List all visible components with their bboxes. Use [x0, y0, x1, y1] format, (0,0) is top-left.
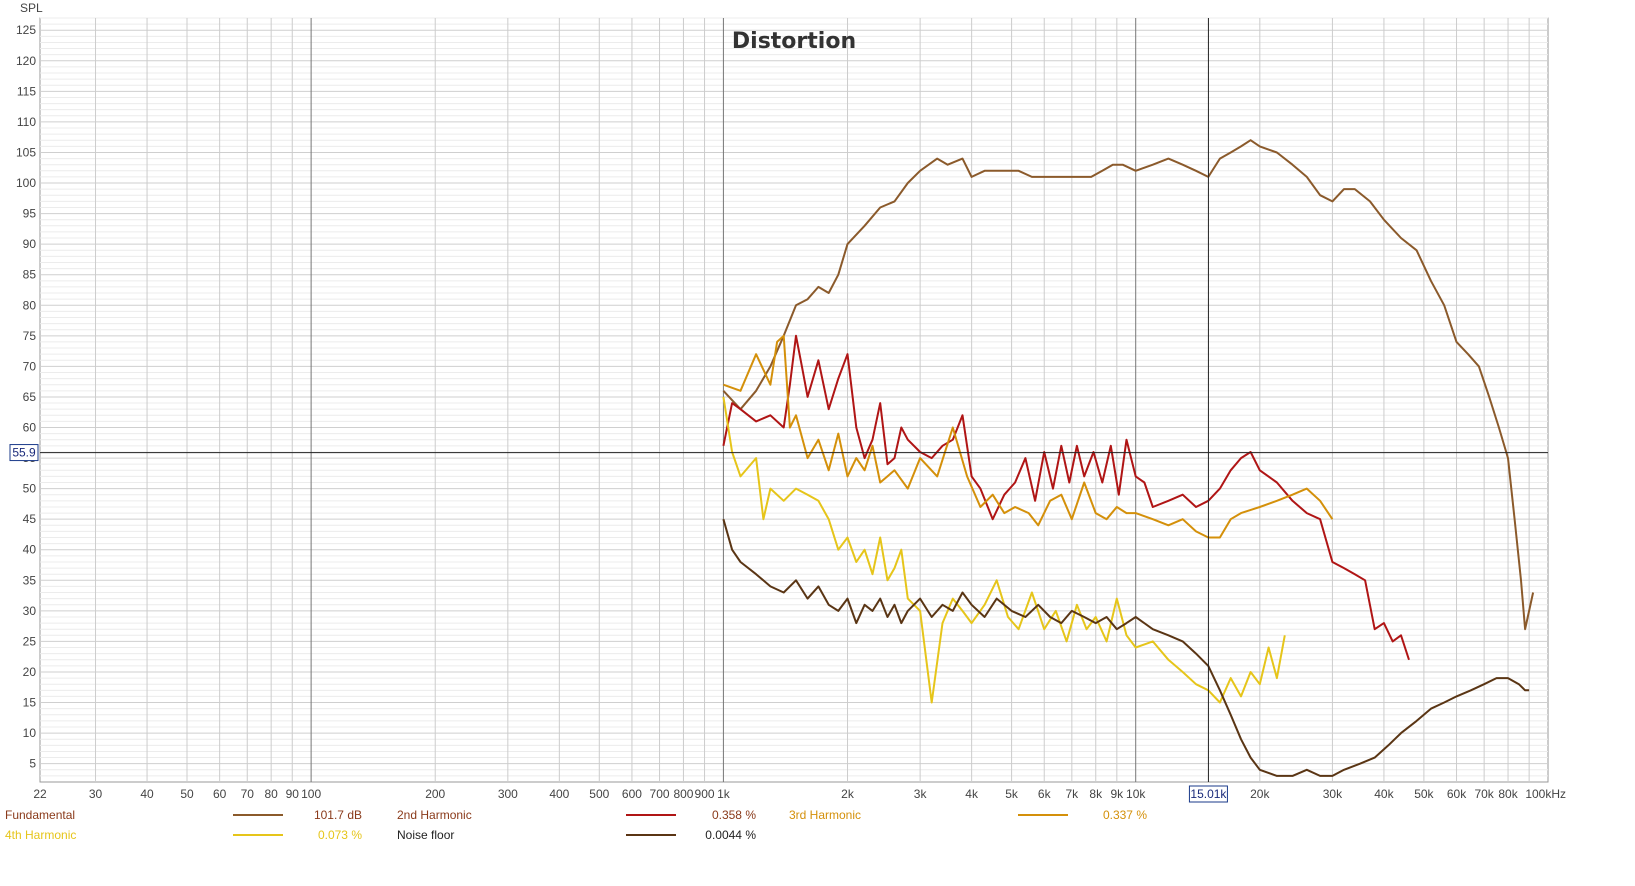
y-tick-label: 100	[16, 176, 36, 190]
y-tick-label: 60	[23, 421, 37, 435]
y-tick-label: 30	[23, 604, 37, 618]
x-tick-label: 100kHz	[1525, 787, 1566, 801]
y-tick-label: 105	[16, 145, 36, 159]
x-tick-label: 900	[695, 787, 715, 801]
series-2nd-harmonic	[722, 334, 1410, 661]
cursor-y-box	[9, 444, 39, 462]
x-tick-label: 9k	[1110, 787, 1124, 801]
legend-label: 2nd Harmonic	[397, 808, 472, 822]
x-tick-label: 300	[498, 787, 518, 801]
x-tick-label: 50k	[1414, 787, 1434, 801]
x-tick-label: 40	[140, 787, 154, 801]
x-tick-label: 100	[301, 787, 321, 801]
y-tick-label: 50	[23, 482, 37, 496]
chart-title: Distortion	[732, 29, 856, 54]
x-tick-label: 2k	[841, 787, 855, 801]
x-tick-label: 3k	[914, 787, 928, 801]
cursor[interactable]: 55.9 15.01k	[9, 18, 1548, 803]
x-tick-label: 6k	[1038, 787, 1052, 801]
x-tick-label: 70	[241, 787, 255, 801]
x-tick-label: 30	[89, 787, 103, 801]
y-tick-label: 125	[16, 23, 36, 37]
y-tick-label: 25	[23, 634, 37, 648]
y-tick-label: 5	[29, 757, 36, 771]
x-tick-label: 700	[650, 787, 670, 801]
y-tick-label: 20	[23, 665, 37, 679]
y-tick-label: 40	[23, 543, 37, 557]
x-tick-label: 200	[425, 787, 445, 801]
y-tick-label: 65	[23, 390, 37, 404]
y-axis-label: SPL	[20, 1, 43, 15]
x-tick-labels: 22 30 40 50 60 70 80 90 100 200 300 400 500 600 700 800…	[33, 787, 1566, 801]
x-tick-label: 600	[622, 787, 642, 801]
x-tick-label: 22	[33, 787, 47, 801]
legend-value: 0.0044 %	[705, 828, 756, 842]
cursor-x-box	[1188, 785, 1228, 803]
x-tick-label: 7k	[1065, 787, 1079, 801]
x-tick-label: 90	[286, 787, 300, 801]
x-tick-label: 50	[180, 787, 194, 801]
y-tick-label: 15	[23, 696, 37, 710]
x-tick-label: 4k	[965, 787, 979, 801]
y-tick-label: 115	[17, 84, 36, 98]
x-tick-label: 80	[264, 787, 278, 801]
x-tick-label: 10k	[1126, 787, 1146, 801]
x-tick-label: 1k	[717, 787, 731, 801]
series-lines	[722, 139, 1535, 777]
y-tick-label: 10	[23, 726, 37, 740]
x-tick-label: 8k	[1089, 787, 1103, 801]
legend-label: 4th Harmonic	[5, 828, 76, 842]
y-tick-label: 110	[17, 115, 36, 129]
x-tick-label: 80k	[1498, 787, 1518, 801]
y-tick-label: 35	[23, 573, 37, 587]
legend-value: 0.337 %	[1103, 808, 1147, 822]
x-tick-label: 800	[673, 787, 693, 801]
plot-frame	[39, 17, 1549, 783]
series-3rd-harmonic	[723, 334, 1334, 539]
x-tick-label: 400	[549, 787, 569, 801]
legend: Fundamental 101.7 dB 2nd Harmonic 0.358 % 3r…	[5, 808, 1147, 842]
cursor-y-label: 55.9	[12, 446, 36, 460]
x-tick-label: 500	[589, 787, 609, 801]
y-tick-label: 75	[23, 329, 37, 343]
x-tick-label: 60	[213, 787, 227, 801]
x-tick-label: 5k	[1005, 787, 1019, 801]
x-tick-label: 60k	[1447, 787, 1467, 801]
grid	[39, 17, 1549, 783]
legend-value: 0.358 %	[712, 808, 756, 822]
legend-label: Noise floor	[397, 828, 454, 842]
x-tick-label: 30k	[1323, 787, 1343, 801]
y-tick-label: 85	[23, 268, 37, 282]
series-4th-harmonic	[722, 396, 1286, 704]
y-tick-label: 120	[16, 54, 36, 68]
cursor-x-label: 15.01k	[1190, 787, 1227, 801]
legend-value: 0.073 %	[318, 828, 362, 842]
series-noise-floor	[722, 518, 1530, 777]
y-tick-label: 95	[23, 207, 37, 221]
x-tick-label: 20k	[1250, 787, 1270, 801]
legend-value: 101.7 dB	[314, 808, 362, 822]
legend-label: 3rd Harmonic	[789, 808, 861, 822]
y-tick-label: 70	[23, 359, 37, 373]
y-tick-label: 45	[23, 512, 37, 526]
y-tick-labels: 5101520253035404550556065707580859095100…	[16, 23, 36, 770]
y-tick-label: 90	[23, 237, 37, 251]
x-tick-label: 70k	[1474, 787, 1494, 801]
legend-label: Fundamental	[5, 808, 75, 822]
x-tick-label: 40k	[1374, 787, 1394, 801]
series-fundamental	[722, 139, 1535, 631]
y-tick-label: 80	[23, 298, 37, 312]
